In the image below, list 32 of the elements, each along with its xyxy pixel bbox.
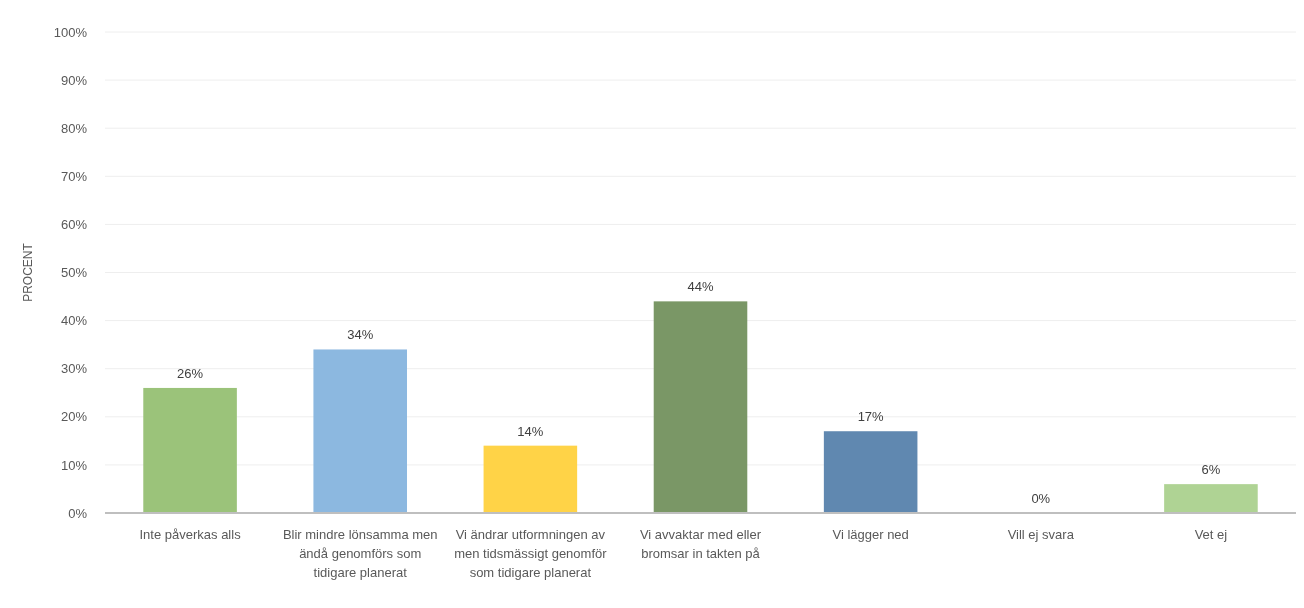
- y-tick-label: 50%: [60, 265, 88, 281]
- bar: [143, 387, 237, 513]
- y-tick-label: 0%: [68, 505, 88, 521]
- data-label: 26%: [177, 365, 204, 381]
- bar: [823, 431, 918, 513]
- y-axis-title: PROCENT: [21, 242, 35, 302]
- data-label: 34%: [347, 327, 374, 343]
- x-tick-label: Blir mindre lönsamma men ändå genomförs som tidigare planerat: [282, 527, 438, 580]
- x-tick-label: Inte påverkas alls: [139, 527, 242, 542]
- y-tick-label: 90%: [60, 72, 88, 88]
- x-tick-label: Vet ej: [1194, 527, 1228, 542]
- x-tick-label: Vi avvaktar med eller bromsar in takten på: [639, 527, 762, 561]
- y-tick-label: 80%: [60, 120, 88, 136]
- data-label: 6%: [1201, 462, 1221, 478]
- x-tick-label: Vill ej svara: [1007, 527, 1075, 542]
- y-tick-label: 60%: [60, 217, 88, 233]
- data-label: 14%: [517, 423, 544, 439]
- bar: [483, 445, 578, 513]
- data-label: 0%: [1031, 491, 1051, 506]
- bar: [653, 301, 748, 513]
- y-tick-label: 40%: [60, 313, 88, 329]
- y-tick-label: 30%: [60, 361, 88, 377]
- y-tick-label: 10%: [60, 457, 88, 473]
- bar: [1164, 484, 1258, 513]
- x-tick-label: Vi lägger ned: [832, 527, 909, 542]
- y-tick-label: 20%: [60, 409, 88, 425]
- data-label: 44%: [687, 279, 714, 295]
- y-tick-label: 100%: [53, 24, 88, 40]
- y-tick-label: 70%: [60, 168, 88, 184]
- x-tick-label: Vi ändrar utformningen av men tidsmässigt genomför som tidigare planerat: [454, 527, 608, 580]
- bar: [313, 349, 407, 513]
- data-label: 17%: [857, 409, 885, 425]
